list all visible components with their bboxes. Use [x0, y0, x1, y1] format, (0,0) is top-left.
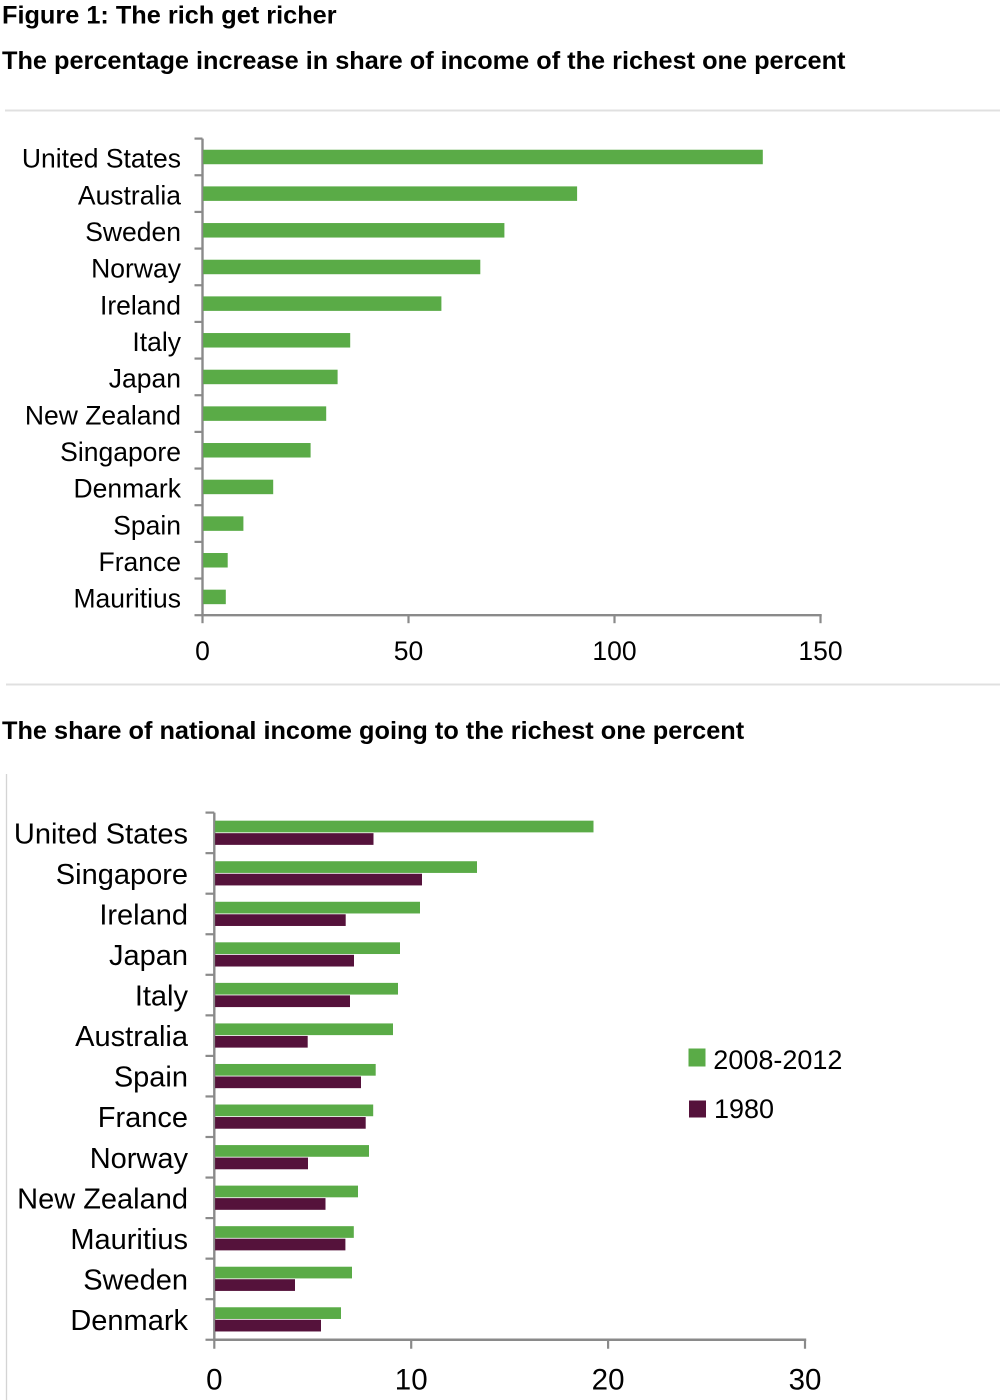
svg-text:Australia: Australia — [78, 180, 181, 210]
svg-text:Norway: Norway — [91, 254, 182, 284]
svg-text:Ireland: Ireland — [100, 290, 181, 320]
svg-text:2008-2012: 2008-2012 — [713, 1045, 842, 1075]
svg-text:Norway: Norway — [90, 1143, 189, 1175]
svg-text:Spain: Spain — [113, 510, 181, 540]
svg-text:United States: United States — [14, 818, 188, 850]
svg-text:Italy: Italy — [132, 327, 181, 357]
svg-text:0: 0 — [206, 1364, 222, 1397]
svg-text:1980: 1980 — [714, 1094, 774, 1124]
svg-text:France: France — [98, 1102, 188, 1134]
svg-text:30: 30 — [789, 1364, 822, 1397]
svg-text:10: 10 — [395, 1364, 428, 1397]
svg-text:Ireland: Ireland — [99, 899, 188, 931]
svg-text:50: 50 — [394, 636, 423, 666]
svg-text:150: 150 — [798, 636, 842, 666]
svg-text:Sweden: Sweden — [83, 1264, 188, 1296]
svg-text:France: France — [99, 547, 181, 577]
svg-text:Mauritius: Mauritius — [70, 1224, 188, 1256]
svg-text:Japan: Japan — [109, 364, 181, 394]
svg-text:Singapore: Singapore — [60, 437, 181, 467]
svg-text:Sweden: Sweden — [85, 217, 181, 247]
svg-text:0: 0 — [195, 636, 210, 666]
svg-text:Spain: Spain — [114, 1062, 188, 1094]
svg-text:20: 20 — [592, 1364, 625, 1397]
svg-text:100: 100 — [592, 636, 636, 666]
svg-text:New Zealand: New Zealand — [25, 400, 181, 430]
svg-text:Singapore: Singapore — [56, 859, 188, 891]
svg-text:The share of national income g: The share of national income going to th… — [2, 717, 745, 745]
svg-text:Australia: Australia — [75, 1021, 189, 1053]
svg-text:Denmark: Denmark — [73, 474, 181, 504]
svg-text:Denmark: Denmark — [70, 1305, 188, 1337]
svg-text:Japan: Japan — [109, 940, 188, 972]
svg-text:United States: United States — [22, 144, 181, 174]
svg-text:The percentage increase in sha: The percentage increase in share of inco… — [2, 47, 846, 75]
svg-text:Mauritius: Mauritius — [73, 584, 181, 614]
svg-text:Figure 1: The rich get richer: Figure 1: The rich get richer — [2, 2, 337, 30]
svg-text:Italy: Italy — [135, 981, 189, 1013]
svg-text:New Zealand: New Zealand — [17, 1183, 188, 1215]
